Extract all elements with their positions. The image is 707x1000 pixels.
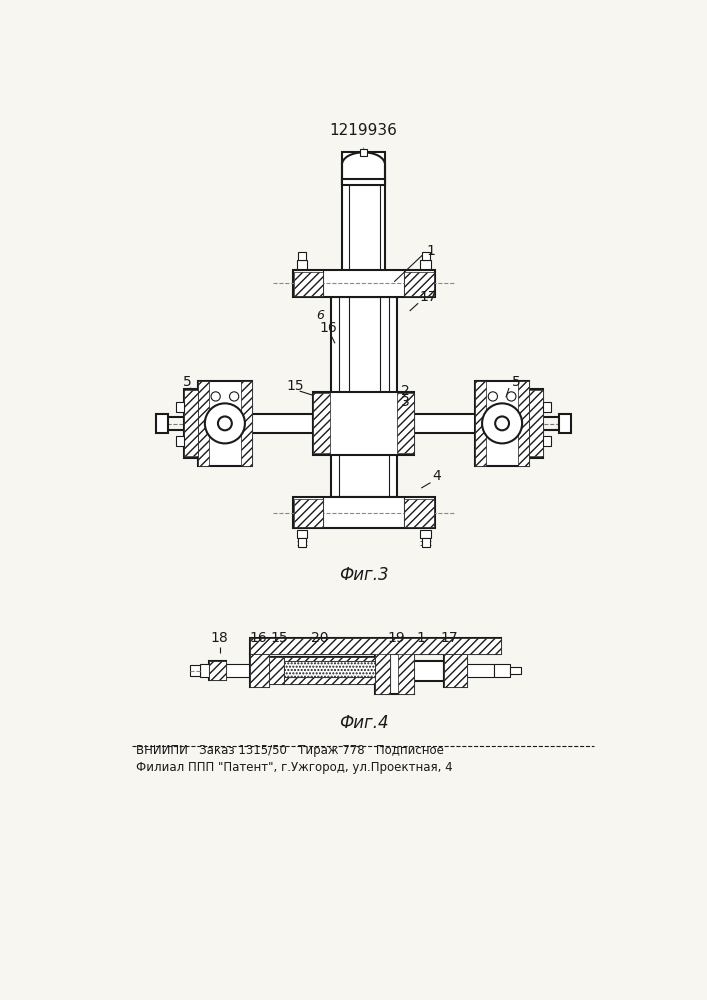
Bar <box>293 497 435 528</box>
Bar <box>176 436 184 446</box>
Bar <box>298 538 305 547</box>
Circle shape <box>211 392 221 401</box>
Bar <box>156 414 168 433</box>
Bar <box>414 661 444 681</box>
Bar <box>250 638 501 654</box>
Bar <box>342 179 385 185</box>
Circle shape <box>218 416 232 430</box>
Bar <box>198 381 209 466</box>
Bar <box>331 297 397 497</box>
Text: 5: 5 <box>182 375 192 389</box>
Text: 2: 2 <box>402 384 410 398</box>
Text: 6: 6 <box>316 309 324 322</box>
Bar <box>444 654 467 687</box>
Circle shape <box>495 416 509 430</box>
Bar <box>375 647 390 694</box>
Bar <box>529 389 543 458</box>
Text: 3: 3 <box>402 395 410 409</box>
Bar <box>296 260 308 269</box>
Bar <box>313 392 414 455</box>
Text: 4: 4 <box>433 469 442 483</box>
Bar <box>184 389 198 458</box>
Text: 20: 20 <box>311 631 328 645</box>
Bar <box>398 647 414 694</box>
Bar <box>284 661 375 677</box>
Text: 17: 17 <box>420 290 438 304</box>
Text: 15: 15 <box>286 378 304 392</box>
Bar <box>475 381 529 466</box>
Bar <box>250 638 501 654</box>
Circle shape <box>489 392 498 401</box>
Text: 15: 15 <box>270 631 288 645</box>
Text: Фиг.3: Фиг.3 <box>339 566 388 584</box>
Bar <box>414 414 475 433</box>
Bar <box>269 657 284 684</box>
Bar <box>226 664 250 677</box>
Bar <box>294 272 324 296</box>
Bar <box>250 654 269 687</box>
Bar <box>241 381 252 466</box>
Circle shape <box>230 392 239 401</box>
Bar <box>375 647 414 694</box>
Bar <box>209 661 226 680</box>
Bar <box>543 436 551 446</box>
Bar <box>518 381 529 466</box>
Bar <box>543 402 551 412</box>
Text: 5: 5 <box>512 375 521 389</box>
Text: 1: 1 <box>426 244 436 258</box>
Bar <box>467 664 494 677</box>
Text: 16: 16 <box>249 631 267 645</box>
Bar <box>342 152 385 436</box>
Bar <box>421 530 431 538</box>
Text: 19: 19 <box>387 631 404 645</box>
Text: 17: 17 <box>441 631 459 645</box>
Bar <box>298 252 305 260</box>
Text: Фиг.4: Фиг.4 <box>339 714 388 732</box>
Bar <box>510 667 521 674</box>
Bar <box>559 414 571 433</box>
Bar <box>198 381 252 466</box>
Text: 18: 18 <box>211 631 228 645</box>
Bar <box>294 499 324 527</box>
Circle shape <box>507 392 516 401</box>
Bar <box>200 664 209 677</box>
Bar <box>422 252 430 260</box>
Circle shape <box>482 403 522 443</box>
Bar <box>184 390 198 456</box>
Circle shape <box>205 403 245 443</box>
Bar <box>360 149 368 156</box>
Bar <box>475 381 486 466</box>
Bar <box>313 393 330 453</box>
Bar <box>269 657 284 684</box>
Bar <box>284 657 375 684</box>
Text: 16: 16 <box>320 321 337 335</box>
Bar <box>190 665 200 676</box>
Text: 1: 1 <box>417 631 426 645</box>
Bar <box>284 657 375 684</box>
Bar <box>404 272 433 296</box>
Bar <box>296 530 308 538</box>
Text: Филиал ППП "Патент", г.Ужгород, ул.Проектная, 4: Филиал ППП "Патент", г.Ужгород, ул.Проек… <box>136 761 453 774</box>
Bar <box>494 664 510 677</box>
Text: ВНИИПИ   Заказ 1315/50   Тираж 778   Подписное: ВНИИПИ Заказ 1315/50 Тираж 778 Подписное <box>136 744 444 757</box>
Bar <box>404 499 433 527</box>
Bar <box>529 390 543 456</box>
Bar <box>209 661 226 680</box>
Bar <box>250 654 269 687</box>
Bar <box>444 654 467 687</box>
Bar <box>421 260 431 269</box>
Bar <box>252 414 313 433</box>
Bar <box>397 393 414 453</box>
Text: 1219936: 1219936 <box>329 123 397 138</box>
Bar <box>176 402 184 412</box>
Bar <box>293 270 435 297</box>
Bar <box>284 661 375 677</box>
Bar <box>422 538 430 547</box>
